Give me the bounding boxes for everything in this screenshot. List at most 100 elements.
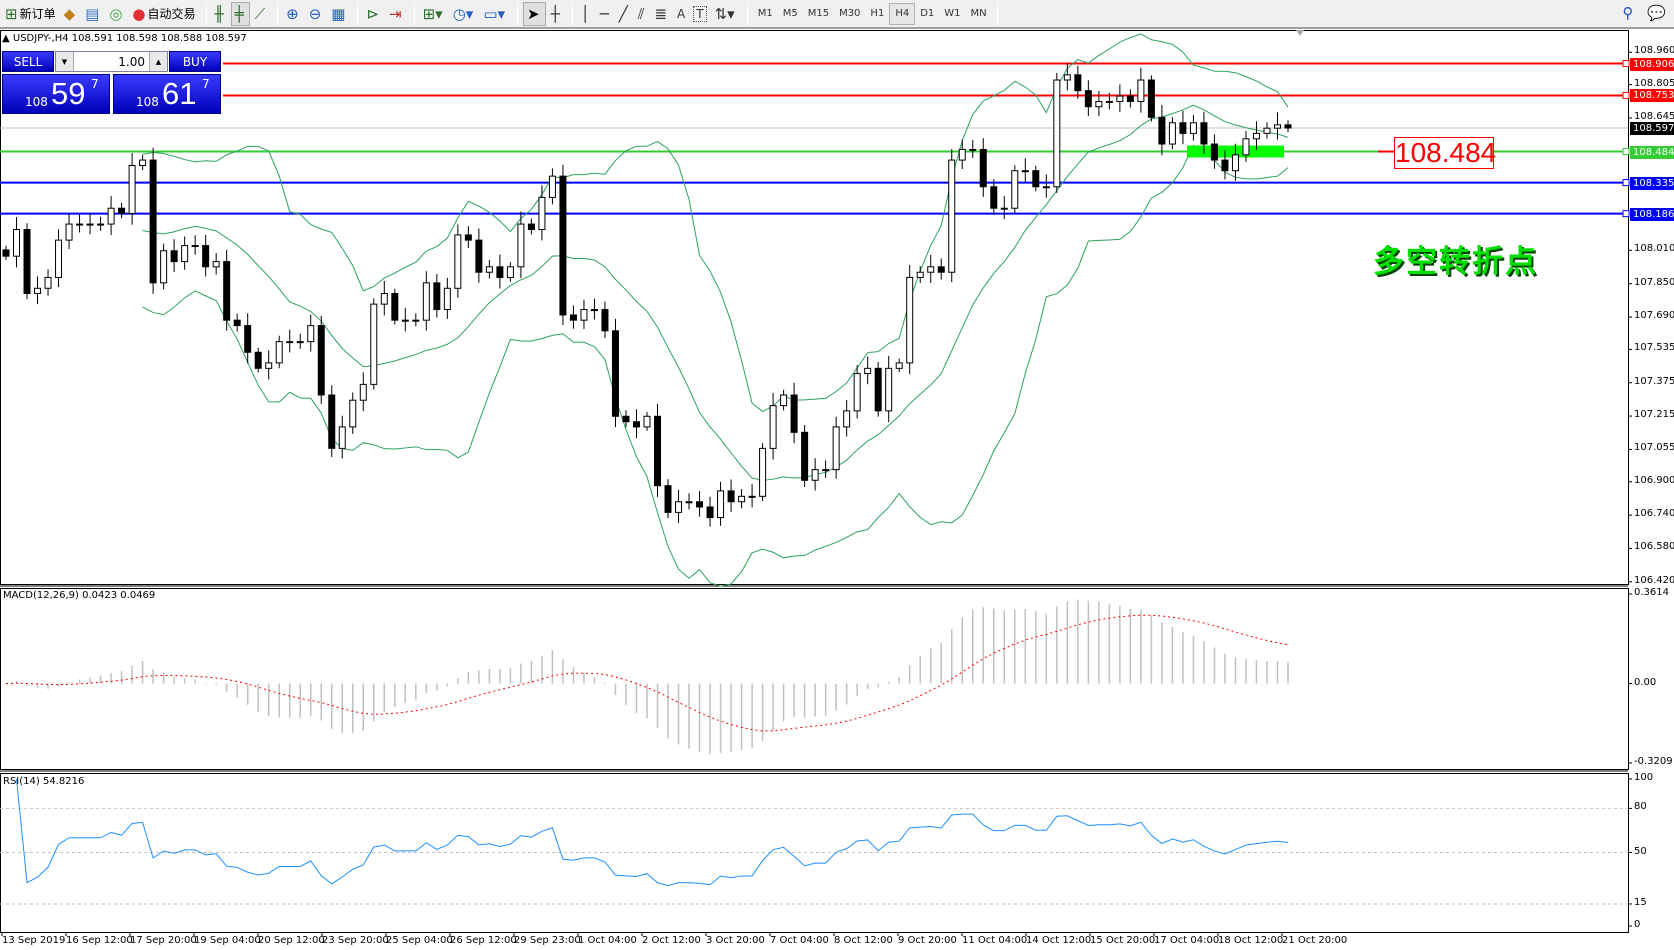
buy-price-prefix: 108	[136, 95, 159, 109]
lot-size-input[interactable]: ▼ 1.00 ▲	[55, 51, 168, 72]
candle-bull	[191, 245, 199, 248]
equidistant-channel-icon: ⫽	[637, 4, 645, 23]
lot-decrease-button[interactable]: ▼	[56, 52, 74, 71]
macd-pane	[0, 588, 1629, 770]
candle-bear	[254, 351, 262, 369]
periods-button[interactable]: ◷▾	[450, 2, 479, 26]
line-chart-button[interactable]: ⟋	[252, 2, 271, 26]
candle-bull	[580, 309, 588, 321]
crosshair-button[interactable]: ┼	[548, 2, 565, 26]
signals-button[interactable]: ◎	[106, 2, 127, 26]
candle-bull	[1273, 124, 1281, 129]
annotation-text[interactable]: 多空转折点	[1373, 244, 1538, 280]
price-axis-label: 107.055	[1634, 442, 1674, 454]
text-label-button[interactable]: T	[690, 2, 709, 26]
sell-label: SELL	[13, 55, 43, 69]
vertical-line-button[interactable]: │	[578, 2, 595, 26]
timeframe-m15[interactable]: M15	[807, 8, 830, 19]
chart-shift-button[interactable]: ⊳	[363, 2, 384, 26]
fibonacci-icon: ≣	[654, 4, 668, 23]
candle-bear	[1179, 122, 1187, 134]
candle-bull	[338, 426, 346, 449]
divider	[357, 2, 359, 25]
candle-bear	[170, 250, 178, 263]
timeframe-h1[interactable]: H1	[870, 8, 885, 19]
timeframe-mn[interactable]: MN	[970, 8, 987, 19]
lot-increase-button[interactable]: ▲	[149, 52, 167, 71]
candle-bull	[885, 367, 893, 412]
candle-bear	[317, 325, 325, 396]
cursor-button[interactable]: ➤	[523, 1, 546, 26]
zoom-in-icon: ⊕	[286, 4, 299, 23]
candle-bear	[23, 228, 31, 294]
timeframe-h4[interactable]: H4	[889, 2, 916, 25]
navigator-button[interactable]: ◆	[61, 2, 81, 26]
zoom-out-button[interactable]: ⊖	[306, 2, 327, 26]
candle-bull	[811, 469, 819, 481]
candle-bear	[1032, 170, 1040, 188]
time-axis-label: 17 Sep 20:00	[130, 935, 197, 946]
terminal-button[interactable]: ▤	[82, 2, 104, 26]
candle-bear	[475, 239, 483, 273]
timeframe-w1[interactable]: W1	[944, 8, 961, 19]
candle-bull	[370, 303, 378, 385]
equidistant-channel-button[interactable]: ⫽	[635, 2, 650, 26]
annotation-price-label[interactable]: 108.484	[1394, 137, 1497, 169]
text-icon: A	[677, 6, 686, 21]
timeframe-d1[interactable]: D1	[920, 8, 935, 19]
timeframe-m5[interactable]: M5	[782, 8, 798, 19]
chat-icon[interactable]: 💬	[1647, 4, 1666, 22]
templates-button[interactable]: ▭▾	[480, 2, 510, 26]
candle-bull	[1000, 207, 1008, 210]
buy-price-main: 61	[162, 76, 197, 111]
new-order-button[interactable]: ⊞ 新订单	[2, 2, 59, 26]
navigator-icon: ◆	[63, 4, 76, 23]
buy-price[interactable]: 108 61 7	[113, 74, 221, 114]
price-line-tag: 108.906	[1630, 57, 1674, 71]
candlestick-button[interactable]: ╪	[230, 1, 250, 26]
candle-bull	[1011, 170, 1019, 209]
indicators-button[interactable]: ⊞▾	[420, 2, 448, 26]
candle-bear	[622, 415, 630, 423]
candle-bull	[76, 223, 84, 226]
time-axis-label: 19 Sep 04:00	[194, 935, 261, 946]
candle-bull	[895, 362, 903, 369]
buy-button[interactable]: BUY	[169, 51, 221, 72]
trendline-button[interactable]: ╱	[616, 2, 633, 26]
candle-bull	[1231, 154, 1239, 172]
auto-trading-button[interactable]: ● 自动交易	[129, 2, 198, 26]
candle-bear	[569, 314, 577, 321]
time-axis-label: 16 Sep 12:00	[66, 935, 133, 946]
tile-windows-button[interactable]: ▦	[328, 2, 350, 26]
bar-chart-button[interactable]: ╫	[212, 2, 229, 26]
arrows-icon: ⇅▾	[714, 4, 735, 23]
horizontal-line-button[interactable]: ─	[597, 2, 614, 26]
symbol-quote: USDJPY-,H4 108.591 108.598 108.588 108.5…	[12, 33, 247, 44]
fibonacci-button[interactable]: ≣	[651, 2, 672, 26]
arrows-button[interactable]: ⇅▾	[712, 2, 740, 26]
zoom-in-button[interactable]: ⊕	[283, 2, 304, 26]
sell-button[interactable]: SELL	[2, 51, 54, 72]
candle-bear	[1221, 159, 1229, 172]
candle-bull	[1095, 100, 1103, 108]
indicators-icon: ⊞▾	[422, 4, 443, 23]
price-axis-label: 107.215	[1634, 409, 1674, 421]
price-line-tag: 108.335	[1630, 176, 1674, 190]
candle-bull	[853, 373, 861, 412]
new-order-label: 新订单	[19, 7, 56, 21]
timeframe-m1[interactable]: M1	[757, 8, 773, 19]
text-button[interactable]: A	[674, 2, 688, 26]
sell-price[interactable]: 108 59 7	[2, 74, 110, 114]
line-anchor-handle	[1622, 179, 1630, 187]
candle-bull	[590, 309, 598, 312]
candle-bull	[380, 292, 388, 305]
autoscroll-button[interactable]: ⇥	[386, 2, 407, 26]
price-axis-label: 108.805	[1634, 77, 1674, 89]
candle-bull	[65, 223, 73, 241]
search-icon[interactable]: ⚲	[1622, 4, 1634, 22]
candle-bull	[822, 469, 830, 472]
toolbar: ⊞ 新订单 ◆ ▤ ◎ ● 自动交易 ╫ ╪ ⟋ ⊕ ⊖ ▦ ⊳ ⇥ ⊞▾ ◷▾ ▭…	[0, 0, 1674, 29]
line-anchor-handle	[1622, 91, 1630, 99]
timeframe-m30[interactable]: M30	[839, 8, 861, 19]
